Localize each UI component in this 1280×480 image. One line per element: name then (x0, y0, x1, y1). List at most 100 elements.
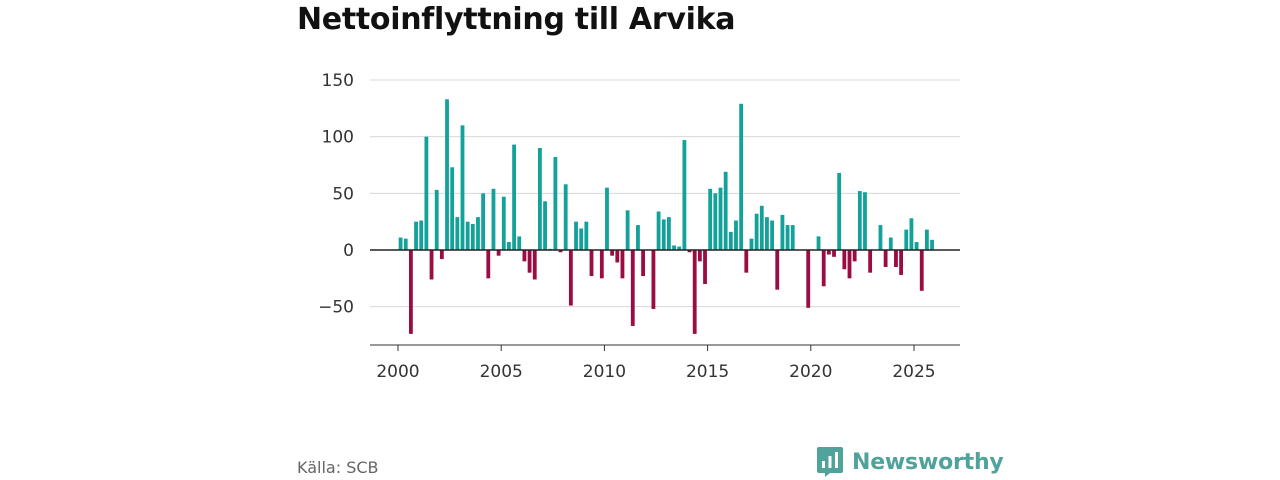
bar (656, 211, 661, 250)
bar (507, 242, 511, 250)
bar (398, 237, 403, 250)
bar (491, 188, 496, 250)
bar (568, 250, 573, 306)
bar (904, 229, 909, 250)
bar (476, 217, 480, 250)
bar (728, 231, 733, 250)
bar (703, 250, 707, 284)
bar (677, 246, 682, 250)
y-axis-labels: 150 100 50 0 −50 (318, 71, 354, 318)
bar (754, 213, 759, 250)
bar (558, 250, 563, 253)
bar (666, 217, 671, 250)
y-tick-label: 0 (343, 241, 354, 261)
bar (744, 250, 749, 273)
bar (734, 220, 738, 250)
bar (537, 148, 542, 250)
bar (496, 250, 501, 256)
bar (723, 171, 728, 250)
bar (584, 221, 589, 250)
bar (424, 136, 429, 250)
bar (455, 217, 460, 250)
bar (759, 205, 764, 250)
bar (842, 250, 847, 270)
bar (909, 218, 914, 250)
bar (749, 238, 754, 250)
bar (460, 125, 465, 250)
x-tick-label: 2000 (376, 362, 419, 382)
bar (445, 99, 449, 251)
bar (527, 250, 532, 273)
bar (868, 250, 873, 273)
bar (682, 140, 687, 250)
bar (914, 242, 919, 250)
source-label: Källa: SCB (297, 458, 379, 477)
chart-bubble-icon (817, 447, 843, 477)
bar (636, 225, 640, 250)
bar (888, 237, 893, 250)
bar (403, 238, 408, 250)
bar (930, 239, 934, 250)
bar (697, 250, 702, 262)
bar (501, 196, 506, 250)
y-tick-label: 50 (332, 184, 354, 204)
bar (919, 250, 924, 291)
bar (465, 221, 470, 250)
bar (739, 103, 744, 250)
bar (857, 191, 862, 250)
bar (553, 157, 558, 250)
bar (563, 184, 568, 250)
bar (512, 144, 517, 250)
bar (605, 187, 609, 250)
bar (713, 193, 718, 250)
bar (661, 219, 666, 250)
y-tick-label: 150 (322, 71, 354, 91)
bar (630, 250, 635, 326)
bar (589, 250, 594, 277)
bar (574, 221, 578, 250)
bar (625, 210, 630, 250)
bar (615, 250, 620, 263)
x-tick-label: 2025 (892, 362, 935, 382)
bar (672, 245, 676, 250)
x-tick-label: 2020 (789, 362, 832, 382)
bar (641, 250, 646, 277)
bar (826, 250, 831, 255)
bar (852, 250, 857, 262)
bar (816, 236, 821, 250)
bar (429, 250, 434, 280)
bar (599, 250, 604, 279)
bar (883, 250, 888, 267)
bar (692, 250, 697, 334)
bar (780, 214, 785, 250)
bar (785, 225, 790, 250)
bar (532, 250, 537, 280)
bar (419, 220, 424, 250)
bar (450, 167, 455, 250)
bar (790, 225, 795, 250)
chart-title: Nettoinflyttning till Arvika (297, 2, 736, 37)
bar (687, 250, 692, 253)
bar (821, 250, 826, 287)
brand-name: Newsworthy (852, 449, 1004, 475)
x-tick-label: 2015 (686, 362, 729, 382)
bar (439, 250, 444, 260)
bar (775, 250, 780, 290)
bar (847, 250, 852, 279)
newsworthy-logo: Newsworthy (816, 446, 1004, 478)
bar (610, 250, 615, 256)
bar (408, 250, 413, 334)
x-axis: 2000 2005 2010 2015 2020 2025 (370, 344, 960, 382)
bar (543, 201, 547, 250)
bar (486, 250, 491, 279)
bar (517, 236, 522, 250)
bars (398, 99, 934, 334)
x-tick-label: 2005 (480, 362, 523, 382)
bar (414, 221, 418, 250)
bar (837, 172, 842, 250)
bar (522, 250, 527, 262)
bar (620, 250, 625, 279)
bar (770, 220, 775, 250)
bar (470, 223, 475, 250)
